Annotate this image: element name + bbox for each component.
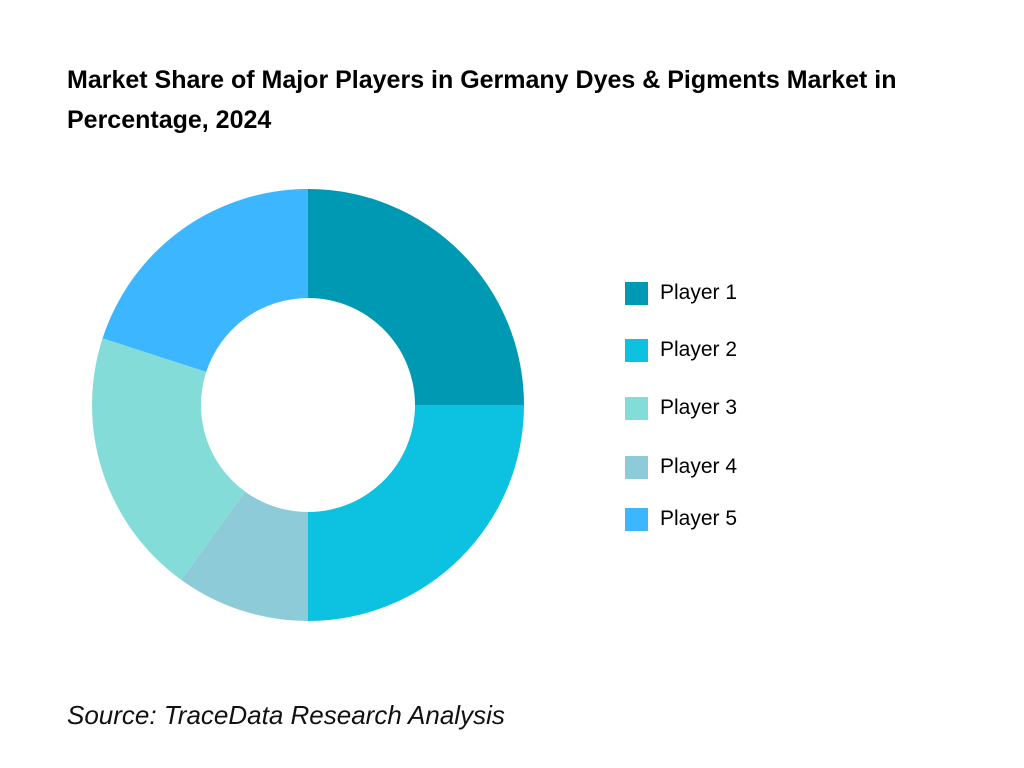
legend-swatch — [625, 507, 648, 531]
legend-label: Player 2 — [660, 338, 738, 361]
legend-item: Player 2 — [625, 338, 737, 362]
source-note: Source: TraceData Research Analysis — [67, 700, 505, 730]
legend-item: Player 4 — [625, 455, 737, 479]
legend-swatch — [625, 455, 648, 479]
donut-slice-player-4 — [181, 491, 308, 621]
legend-item: Player 3 — [625, 396, 737, 420]
donut-slice-player-3 — [91, 338, 246, 580]
legend-label: Player 5 — [660, 507, 738, 530]
legend-swatch — [625, 338, 648, 362]
chart-title: Market Share of Major Players in Germany… — [67, 66, 897, 134]
legend-item: Player 5 — [625, 507, 737, 531]
legend-label: Player 4 — [660, 455, 738, 478]
legend-swatch — [625, 396, 648, 420]
donut-slice-player-5 — [102, 189, 308, 372]
donut-slice-player-2 — [308, 405, 524, 621]
legend-swatch — [625, 281, 648, 305]
legend-item: Player 1 — [625, 281, 737, 305]
donut-slice-player-1 — [308, 189, 524, 405]
legend-label: Player 1 — [660, 281, 738, 304]
legend-label: Player 3 — [660, 396, 738, 419]
